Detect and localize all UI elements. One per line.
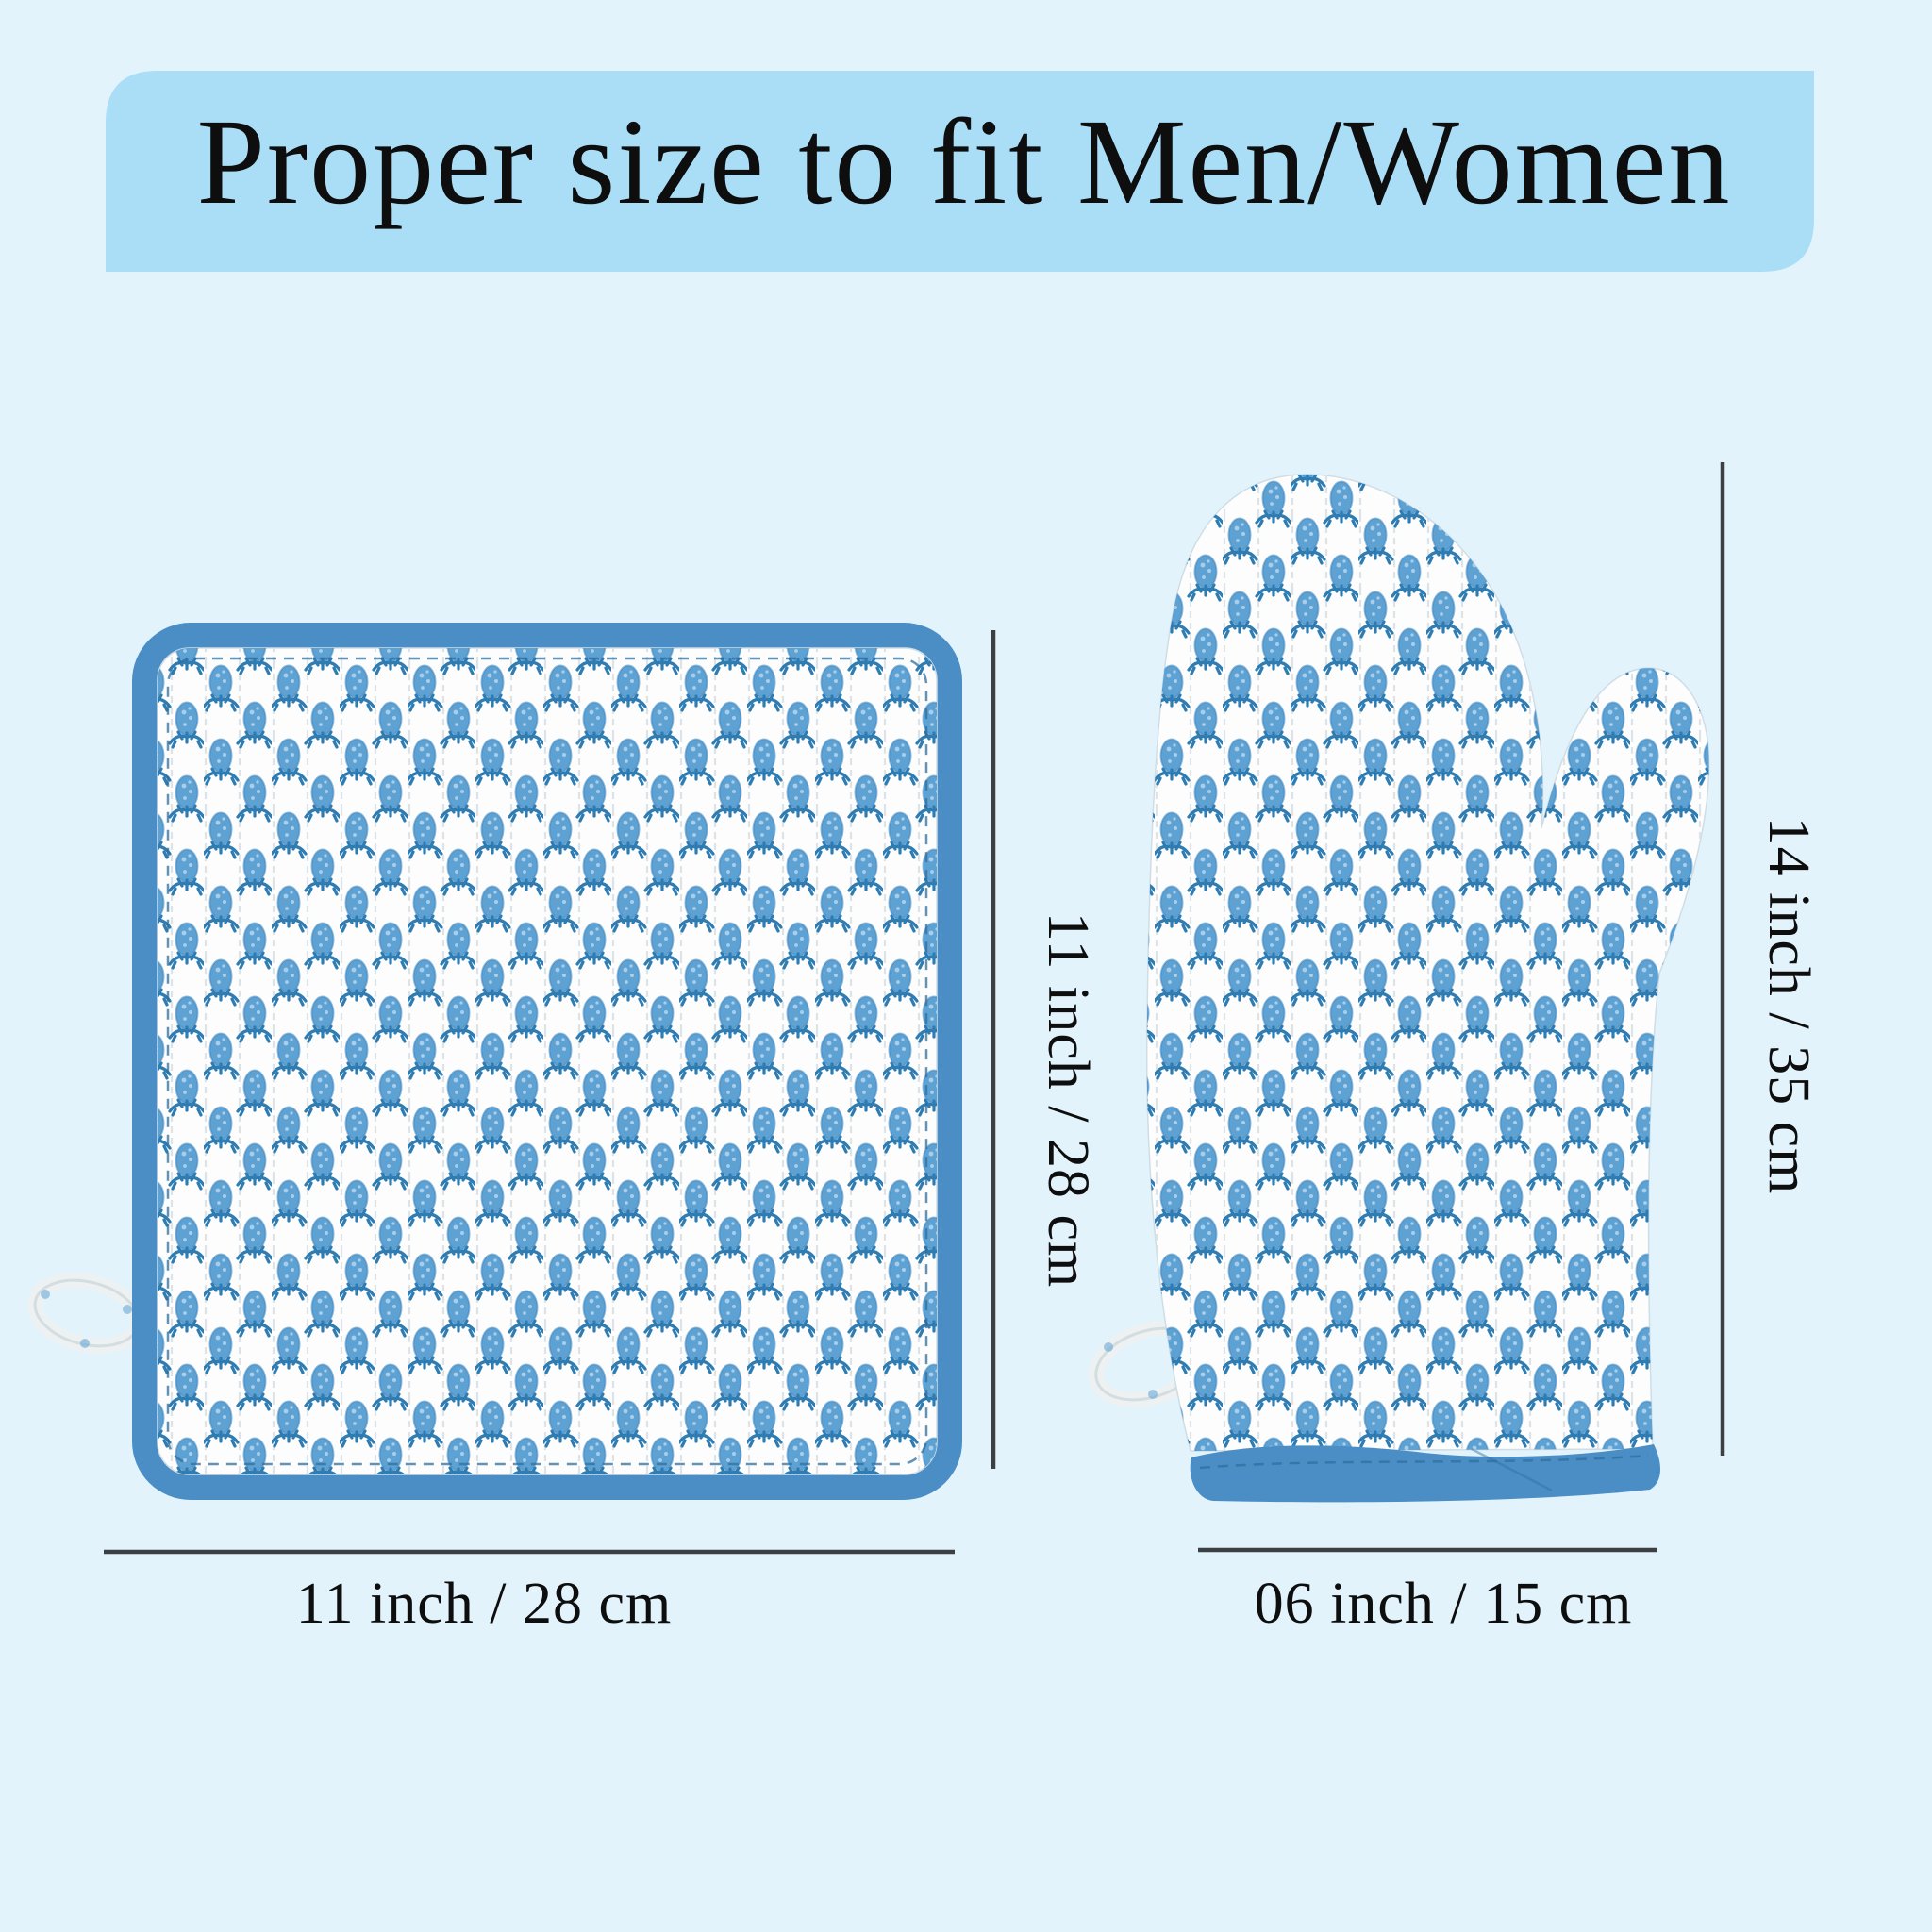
oven-mitt (1145, 474, 1710, 1503)
pot-holder (132, 623, 962, 1500)
oven-mitt-cuff-stitching (1199, 1454, 1649, 1470)
oven-mitt-height-label: 14 inch / 35 cm (1757, 817, 1821, 1195)
oven-mitt-width-label: 06 inch / 15 cm (1255, 1572, 1633, 1636)
oven-mitt-cuff (1190, 1444, 1661, 1503)
page-title: Proper size to fit Men/Women (197, 94, 1732, 230)
oven-mitt-cuff-seam (1471, 1447, 1553, 1492)
pot-holder-width-label: 11 inch / 28 cm (296, 1572, 672, 1636)
pot-holder-height-label: 11 inch / 28 cm (1036, 912, 1100, 1288)
header-banner (106, 71, 1814, 272)
pot-holder-loop (27, 1273, 146, 1354)
